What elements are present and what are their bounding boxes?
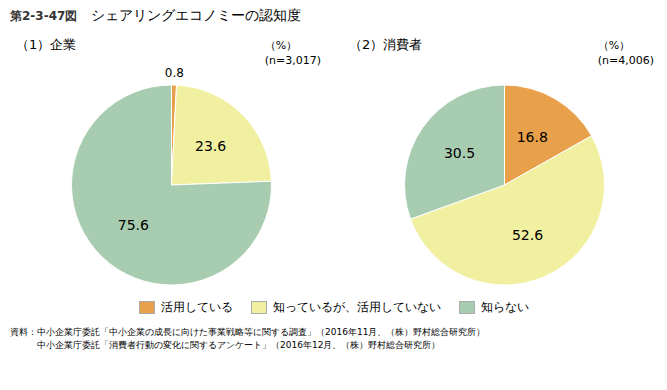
- html-text:知らない: 知らない: [480, 299, 529, 314]
- svg-text:75.6: 75.6: [118, 217, 149, 233]
- html-text:シェアリングエコノミーの認知度: シェアリングエコノミーの認知度: [91, 7, 302, 23]
- html-text:(n=4,006): (n=4,006): [597, 54, 654, 67]
- svg-text:0.8: 0.8: [165, 66, 184, 80]
- html-text:中小企業庁委託「消費者行動の変化に関するアンケート」（201: 中小企業庁委託「消費者行動の変化に関するアンケート」（2016年12月、（株）野…: [10, 340, 441, 350]
- svg-text:23.6: 23.6: [195, 138, 226, 154]
- html-text:(n=3,017): (n=3,017): [264, 54, 321, 67]
- html-text:活用している: 活用している: [160, 299, 233, 314]
- html-text:第2-3-47図: 第2-3-47図: [10, 8, 78, 23]
- svg-text:30.5: 30.5: [444, 145, 475, 161]
- html-text:知っているが、活用していない: 知っているが、活用していない: [272, 299, 441, 314]
- svg-text:16.8: 16.8: [517, 129, 548, 145]
- html-text:（1）企業: （1）企業: [16, 37, 77, 52]
- svg-text:52.6: 52.6: [512, 227, 543, 243]
- html-text:資料：中小企業庁委託「中小企業の成長に向けた事業戦略等に関す: 資料：中小企業庁委託「中小企業の成長に向けた事業戦略等に関する調査」（2016年…: [10, 327, 486, 337]
- html-text:（2）消費者: （2）消費者: [349, 37, 423, 52]
